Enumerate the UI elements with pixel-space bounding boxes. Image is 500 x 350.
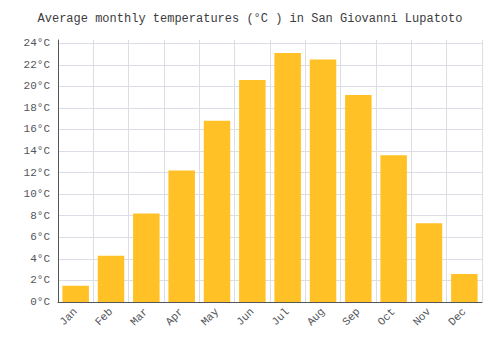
svg-text:10°C: 10°C <box>24 188 51 200</box>
svg-text:Sep: Sep <box>340 306 362 328</box>
svg-text:Jul: Jul <box>269 306 291 328</box>
svg-text:24°C: 24°C <box>24 37 51 49</box>
svg-text:Oct: Oct <box>375 306 397 328</box>
svg-text:Nov: Nov <box>411 305 434 328</box>
svg-text:8°C: 8°C <box>30 210 50 222</box>
svg-text:Apr: Apr <box>163 306 185 328</box>
svg-text:6°C: 6°C <box>30 231 50 243</box>
svg-text:Feb: Feb <box>93 306 115 328</box>
svg-text:20°C: 20°C <box>24 80 51 92</box>
svg-text:4°C: 4°C <box>30 253 50 265</box>
svg-text:Jan: Jan <box>57 306 79 328</box>
svg-text:Dec: Dec <box>446 306 468 328</box>
svg-text:14°C: 14°C <box>24 145 51 157</box>
svg-text:Average monthly temperatures (: Average monthly temperatures (°C ) in Sa… <box>38 12 463 26</box>
svg-text:0°C: 0°C <box>30 296 50 308</box>
svg-text:2°C: 2°C <box>30 274 50 286</box>
svg-text:12°C: 12°C <box>24 167 51 179</box>
svg-text:16°C: 16°C <box>24 123 51 135</box>
svg-text:Jun: Jun <box>234 306 256 328</box>
svg-text:18°C: 18°C <box>24 102 51 114</box>
svg-text:22°C: 22°C <box>24 59 51 71</box>
svg-text:May: May <box>199 305 222 328</box>
svg-text:Aug: Aug <box>305 306 327 328</box>
svg-text:Mar: Mar <box>128 306 150 328</box>
